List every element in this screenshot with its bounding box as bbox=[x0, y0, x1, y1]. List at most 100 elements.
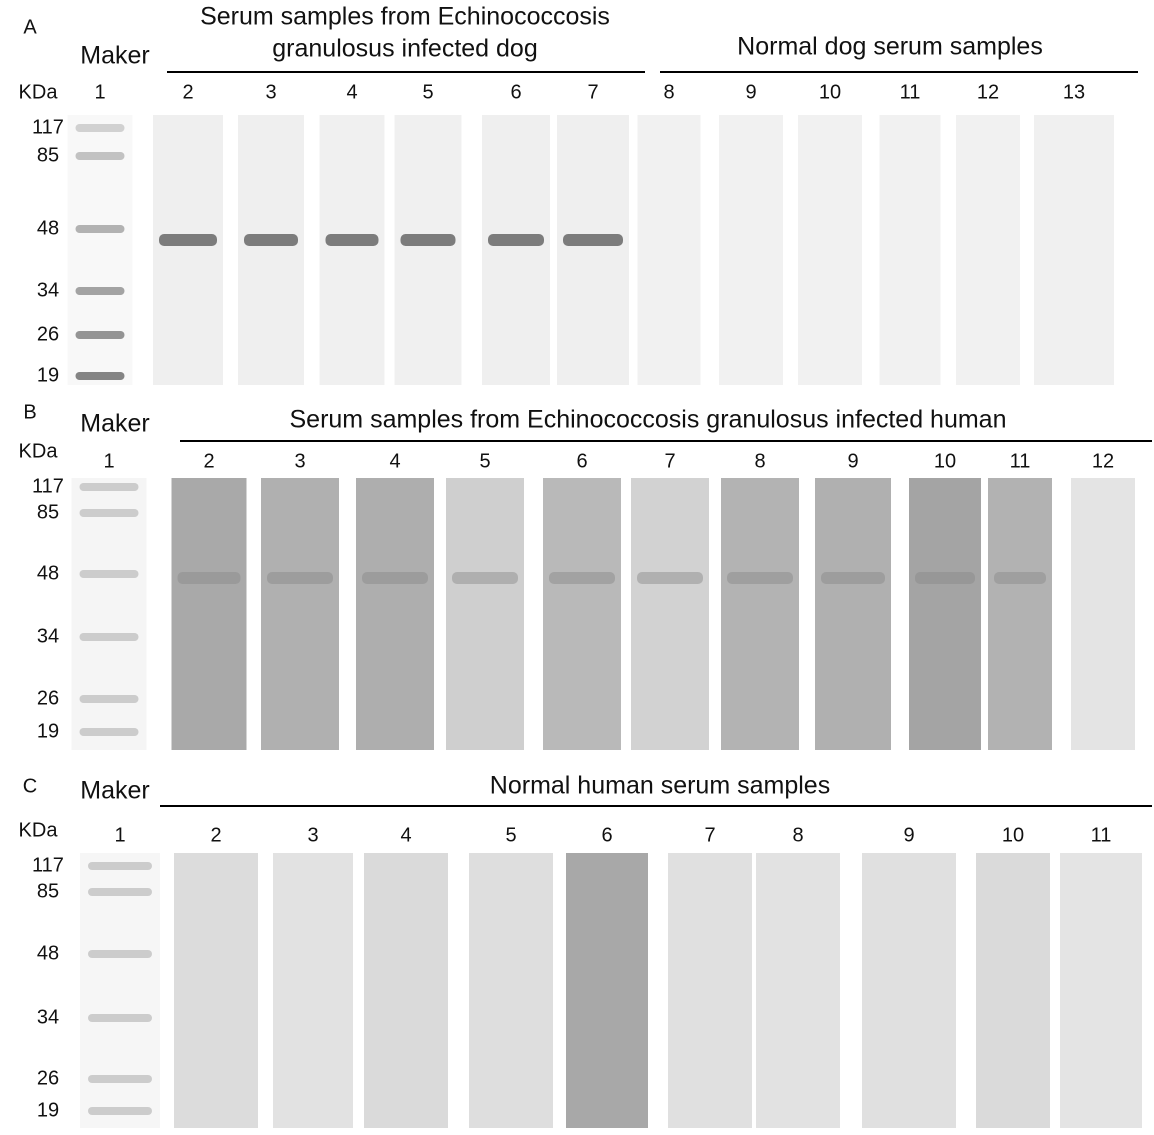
lane-number: 7 bbox=[664, 450, 675, 472]
blot-strip bbox=[1071, 478, 1135, 750]
lane-number: 5 bbox=[479, 450, 490, 472]
blot-strip bbox=[862, 853, 956, 1128]
protein-band bbox=[267, 572, 333, 584]
lane-number: 10 bbox=[819, 81, 841, 103]
lane-number: 7 bbox=[704, 824, 715, 846]
group-title: Normal human serum samples bbox=[490, 772, 830, 800]
lane-number: 11 bbox=[1010, 450, 1031, 472]
lane-number: 11 bbox=[1091, 824, 1112, 846]
marker-label: Maker bbox=[80, 410, 149, 438]
marker-label: Maker bbox=[80, 42, 149, 70]
mw-label: 26 bbox=[37, 323, 59, 345]
lane-number: 8 bbox=[792, 824, 803, 846]
blot-strip bbox=[543, 478, 621, 750]
lane-number: 1 bbox=[103, 450, 114, 472]
unit-label: KDa bbox=[19, 819, 59, 841]
marker-band bbox=[88, 1107, 152, 1115]
lane-number: 11 bbox=[900, 81, 921, 103]
protein-band bbox=[563, 234, 623, 246]
protein-band bbox=[994, 572, 1046, 584]
lane-number: 1 bbox=[114, 824, 125, 846]
protein-band bbox=[727, 572, 793, 584]
lane-number: 4 bbox=[389, 450, 400, 472]
lane-number: 4 bbox=[346, 81, 357, 103]
blot-strip bbox=[174, 853, 258, 1128]
protein-band bbox=[915, 572, 975, 584]
blot-strip bbox=[238, 115, 304, 385]
lane-number: 5 bbox=[422, 81, 433, 103]
lane-number: 9 bbox=[903, 824, 914, 846]
mw-label: 117 bbox=[32, 854, 64, 876]
lane-number: 10 bbox=[1002, 824, 1024, 846]
lane-number: 12 bbox=[977, 81, 999, 103]
mw-label: 34 bbox=[37, 279, 59, 301]
lane-number: 3 bbox=[294, 450, 305, 472]
blot-strip bbox=[557, 115, 629, 385]
blot-strip bbox=[956, 115, 1020, 385]
lane-number: 13 bbox=[1063, 81, 1085, 103]
mw-label: 85 bbox=[37, 880, 59, 902]
unit-label: KDa bbox=[19, 440, 59, 462]
blot-strip bbox=[566, 853, 648, 1128]
lane-number: 6 bbox=[510, 81, 521, 103]
marker-band bbox=[75, 331, 125, 339]
blot-strip bbox=[71, 478, 147, 750]
lane-number: 3 bbox=[265, 81, 276, 103]
lane-number: 7 bbox=[587, 81, 598, 103]
marker-band bbox=[88, 1075, 152, 1083]
unit-label: KDa bbox=[19, 81, 59, 103]
marker-band bbox=[79, 483, 139, 491]
protein-band bbox=[177, 572, 241, 584]
mw-label: 48 bbox=[37, 217, 59, 239]
protein-band bbox=[400, 234, 456, 246]
mw-label: 117 bbox=[32, 475, 64, 497]
mw-label: 26 bbox=[37, 687, 59, 709]
mw-label: 48 bbox=[37, 562, 59, 584]
blot-strip bbox=[261, 478, 339, 750]
mw-label: 19 bbox=[37, 364, 59, 386]
marker-band bbox=[88, 1014, 152, 1022]
mw-label: 19 bbox=[37, 1099, 59, 1121]
protein-band bbox=[159, 234, 217, 246]
protein-band bbox=[325, 234, 379, 246]
protein-band bbox=[362, 572, 428, 584]
mw-label: 48 bbox=[37, 942, 59, 964]
mw-label: 117 bbox=[32, 116, 64, 138]
blot-strip bbox=[171, 478, 247, 750]
lane-number: 4 bbox=[400, 824, 411, 846]
blot-strip bbox=[798, 115, 862, 385]
marker-band bbox=[79, 570, 139, 578]
lane-number: 5 bbox=[505, 824, 516, 846]
panel-label: C bbox=[23, 775, 37, 797]
blot-strip bbox=[1034, 115, 1114, 385]
mw-label: 85 bbox=[37, 501, 59, 523]
blot-strip bbox=[67, 115, 133, 385]
lane-number: 2 bbox=[203, 450, 214, 472]
blot-strip bbox=[909, 478, 981, 750]
blot-strip bbox=[273, 853, 353, 1128]
lane-number: 9 bbox=[847, 450, 858, 472]
blot-strip bbox=[637, 115, 701, 385]
blot-strip bbox=[469, 853, 553, 1128]
blot-strip bbox=[721, 478, 799, 750]
blot-strip bbox=[446, 478, 524, 750]
lane-number: 9 bbox=[745, 81, 756, 103]
marker-band bbox=[79, 509, 139, 517]
protein-band bbox=[549, 572, 615, 584]
marker-band bbox=[75, 287, 125, 295]
blot-strip bbox=[668, 853, 752, 1128]
lane-number: 6 bbox=[601, 824, 612, 846]
marker-band bbox=[88, 950, 152, 958]
lane-number: 6 bbox=[576, 450, 587, 472]
lane-number: 1 bbox=[94, 81, 105, 103]
mw-label: 26 bbox=[37, 1067, 59, 1089]
lane-number: 8 bbox=[754, 450, 765, 472]
blot-strip bbox=[631, 478, 709, 750]
marker-band bbox=[75, 152, 125, 160]
marker-band bbox=[79, 728, 139, 736]
group-title: Serum samples from Echinococcosis granul… bbox=[289, 406, 1006, 434]
blot-strip bbox=[756, 853, 840, 1128]
marker-band bbox=[79, 695, 139, 703]
blot-strip bbox=[482, 115, 550, 385]
lane-number: 2 bbox=[210, 824, 221, 846]
